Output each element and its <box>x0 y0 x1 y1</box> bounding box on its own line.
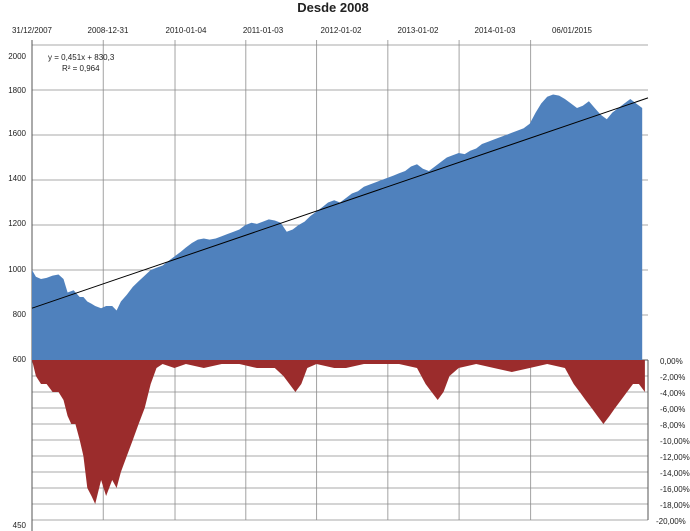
x-tick-label: 2011-01-03 <box>243 26 284 35</box>
y-right-tick-label: -16,00% <box>660 485 690 494</box>
series-area-layer <box>32 94 645 504</box>
x-tick-label: 2008-12-31 <box>88 26 129 35</box>
y-left-tick-label: 1400 <box>8 174 26 183</box>
y-right-tick-label: -6,00% <box>660 405 685 414</box>
y-left-tick-label: 1600 <box>8 129 26 138</box>
drawdown-area <box>32 360 645 504</box>
y-left-tick-label: 1000 <box>8 265 26 274</box>
x-tick-label: 2014-01-03 <box>475 26 516 35</box>
index-area <box>32 94 643 360</box>
y-right-tick-label: -20,00% <box>656 517 686 526</box>
y-right-tick-label: -14,00% <box>660 469 690 478</box>
y-left-tick-label: 1800 <box>8 86 26 95</box>
y-right-tick-labels: 0,00% -2,00% -4,00% -6,00% -8,00% -10,00… <box>656 357 690 526</box>
y-left-tick-label: 600 <box>13 355 27 364</box>
y-right-tick-label: -18,00% <box>660 501 690 510</box>
y-right-tick-label: 0,00% <box>660 357 683 366</box>
y-left-tick-labels: 2000 1800 1600 1400 1200 1000 800 600 45… <box>8 52 26 530</box>
y-left-tick-label: 2000 <box>8 52 26 61</box>
y-left-tick-label: 1200 <box>8 219 26 228</box>
trendline <box>31 97 649 309</box>
y-right-tick-label: -8,00% <box>660 421 685 430</box>
x-tick-label: 2012-01-02 <box>321 26 362 35</box>
y-right-tick-label: -10,00% <box>660 437 690 446</box>
x-axis-tick-labels: 31/12/2007 2008-12-31 2010-01-04 2011-01… <box>12 26 593 35</box>
y-right-tick-label: -12,00% <box>660 453 690 462</box>
y-left-tick-label: 450 <box>13 521 27 530</box>
trendline-equation: y = 0,451x + 830,3 <box>48 53 115 62</box>
x-tick-label: 2013-01-02 <box>398 26 439 35</box>
y-right-tick-label: -4,00% <box>660 389 685 398</box>
x-tick-label: 31/12/2007 <box>12 26 53 35</box>
x-tick-label: 06/01/2015 <box>552 26 593 35</box>
x-tick-label: 2010-01-04 <box>166 26 207 35</box>
trendline-r-squared: R² = 0,964 <box>62 64 100 73</box>
chart-title: Desde 2008 <box>297 0 369 15</box>
trendline-layer <box>31 97 649 309</box>
y-left-tick-label: 800 <box>13 310 27 319</box>
y-right-tick-label: -2,00% <box>660 373 685 382</box>
